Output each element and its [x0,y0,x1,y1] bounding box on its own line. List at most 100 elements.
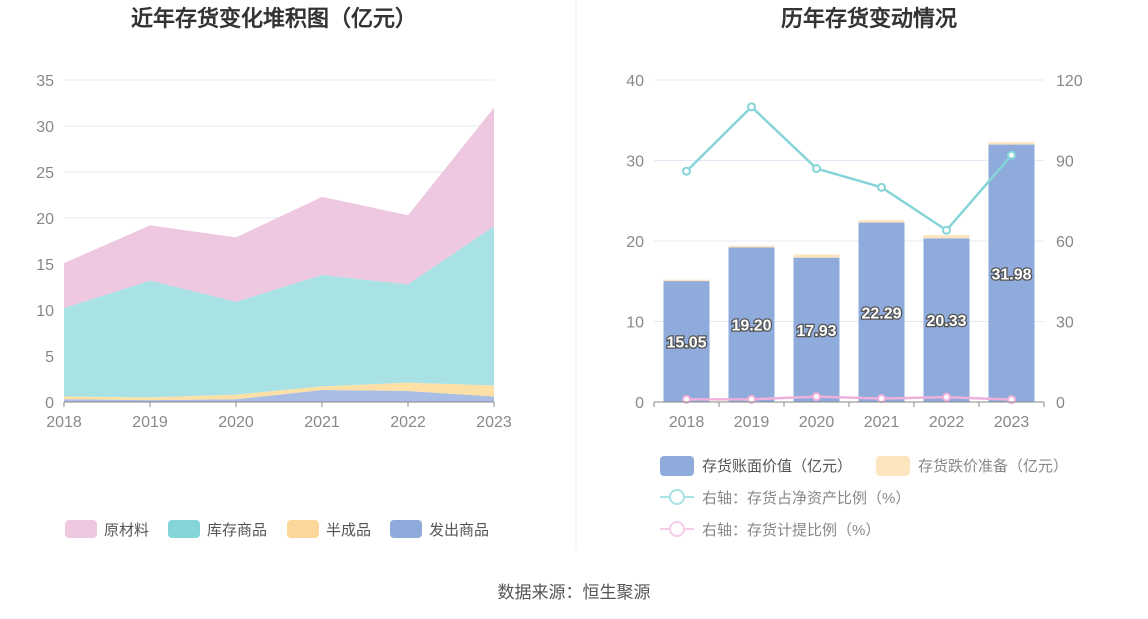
legend-label-semi-finished: 半成品 [326,522,371,539]
legend-item-provision-ratio[interactable]: 右轴：存货计提比例（%） [660,521,880,539]
legend-marker-provision-ratio [669,521,685,537]
y2-tick-label: 120 [1056,73,1083,90]
area-原材料[interactable] [64,107,494,309]
legend-swatch-raw-material [65,520,97,538]
y-tick-label: 30 [626,154,644,171]
area-发出商品[interactable] [64,390,494,402]
bar-value-label: 31.98 [991,266,1031,283]
y-tick-label: 20 [626,234,644,251]
legend-marker-ratio-net-assets [669,489,685,505]
line-provision-ratio-point[interactable] [747,394,756,404]
x-tick-label: 2018 [669,414,705,431]
line-ratio-net-assets-point[interactable] [812,164,821,174]
bar-book-value[interactable] [988,144,1035,402]
legend-item-raw-material[interactable]: 原材料 [65,520,149,539]
bar-provision[interactable] [728,245,775,248]
x-tick-label: 2022 [390,414,426,431]
legend-swatch-book-value [660,456,694,476]
line-provision-ratio-point[interactable] [942,392,951,402]
bar-value-label: 17.93 [796,323,836,340]
x-tick-label: 2020 [799,414,835,431]
legend-item-semi-finished[interactable]: 半成品 [287,520,371,539]
legend-swatch-semi-finished [287,520,319,538]
legend-item-book-value[interactable]: 存货账面价值（亿元） [660,456,852,476]
bar-provision[interactable] [923,235,970,239]
area-库存商品[interactable] [64,226,494,398]
line-ratio-net-assets-point[interactable] [877,182,886,192]
left-chart: 近年存货变化堆积图（亿元） 2018 2019 2020 2021 2022 2023 0… [36,6,512,539]
legend-label-book-value: 存货账面价值（亿元） [702,458,852,475]
bar-value-label: 19.20 [731,318,771,335]
bar-book-value[interactable] [663,280,710,402]
x-tick-label: 2023 [476,414,512,431]
legend-label-provision: 存货跌价准备（亿元） [918,458,1068,475]
left-legend: 原材料 库存商品 半成品 发出商品 [65,520,489,539]
right-y-axis: 0 10 20 30 40 [626,73,644,412]
legend-swatch-shipped-goods [390,520,422,538]
left-areas [64,107,494,402]
x-tick-label: 2023 [994,414,1030,431]
legend-item-provision[interactable]: 存货跌价准备（亿元） [876,456,1068,476]
line-ratio-net-assets[interactable] [685,105,1013,232]
area-半成品[interactable] [64,382,494,401]
line-ratio-net-assets-point[interactable] [1007,150,1016,160]
data-source-note: 数据来源：恒生聚源 [498,583,651,602]
bar-provision[interactable] [858,220,905,223]
bar-provision[interactable] [793,254,840,258]
line-provision-ratio[interactable] [686,395,1012,401]
y-tick-label: 25 [36,165,54,182]
x-tick-label: 2022 [929,414,965,431]
right-lines [682,102,1016,405]
line-provision-ratio-point[interactable] [877,394,886,404]
y-tick-label: 30 [36,119,54,136]
legend-label-finished-goods: 库存商品 [207,522,267,539]
bar-book-value[interactable] [923,238,970,402]
right-chart-title: 历年存货变动情况 [781,6,957,31]
y-tick-label: 15 [36,257,54,274]
bar-book-value[interactable] [728,247,775,402]
x-tick-label: 2021 [864,414,900,431]
y2-tick-label: 60 [1056,234,1074,251]
bar-value-label: 20.33 [926,313,966,330]
x-tick-label: 2020 [218,414,254,431]
bar-book-value[interactable] [858,222,905,402]
y2-tick-label: 30 [1056,315,1074,332]
y-tick-label: 35 [36,73,54,90]
legend-item-ratio-net-assets[interactable]: 右轴：存货占净资产比例（%） [660,489,910,507]
right-bars [663,142,1035,402]
legend-item-shipped-goods[interactable]: 发出商品 [390,520,489,539]
bar-book-value[interactable] [793,257,840,402]
right-bar-labels: 15.05 19.20 17.93 22.29 20.33 31.98 [665,265,1033,353]
right-gridlines [654,79,1044,403]
y-tick-label: 0 [635,395,644,412]
bar-provision[interactable] [988,142,1035,145]
left-chart-title: 近年存货变化堆积图（亿元） [131,6,417,31]
x-tick-label: 2021 [304,414,340,431]
right-y2-axis: 0 30 60 90 120 [1056,73,1083,412]
x-tick-label: 2018 [46,414,82,431]
line-ratio-net-assets-point[interactable] [747,102,756,112]
left-x-axis: 2018 2019 2020 2021 2022 2023 [46,401,512,431]
y-tick-label: 10 [626,315,644,332]
right-legend: 存货账面价值（亿元） 存货跌价准备（亿元） 右轴：存货占净资产比例（%） 右轴：… [660,456,1068,539]
line-ratio-net-assets-point[interactable] [682,166,691,176]
legend-label-ratio-net-assets: 右轴：存货占净资产比例（%） [702,490,910,507]
line-provision-ratio-point[interactable] [682,394,691,404]
legend-swatch-finished-goods [168,520,200,538]
line-provision-ratio-point[interactable] [812,392,821,402]
legend-swatch-provision [876,456,910,476]
legend-label-provision-ratio: 右轴：存货计提比例（%） [702,522,880,539]
y-tick-label: 20 [36,211,54,228]
y-tick-label: 0 [45,395,54,412]
line-provision-ratio-point[interactable] [1007,395,1016,405]
legend-item-finished-goods[interactable]: 库存商品 [168,520,267,539]
line-ratio-net-assets-point[interactable] [942,225,951,235]
y-tick-label: 40 [626,73,644,90]
left-y-axis: 0 5 10 15 20 25 30 35 [36,73,54,412]
x-tick-label: 2019 [734,414,770,431]
bar-provision[interactable] [663,279,710,282]
y-tick-label: 5 [45,349,54,366]
y-tick-label: 10 [36,303,54,320]
